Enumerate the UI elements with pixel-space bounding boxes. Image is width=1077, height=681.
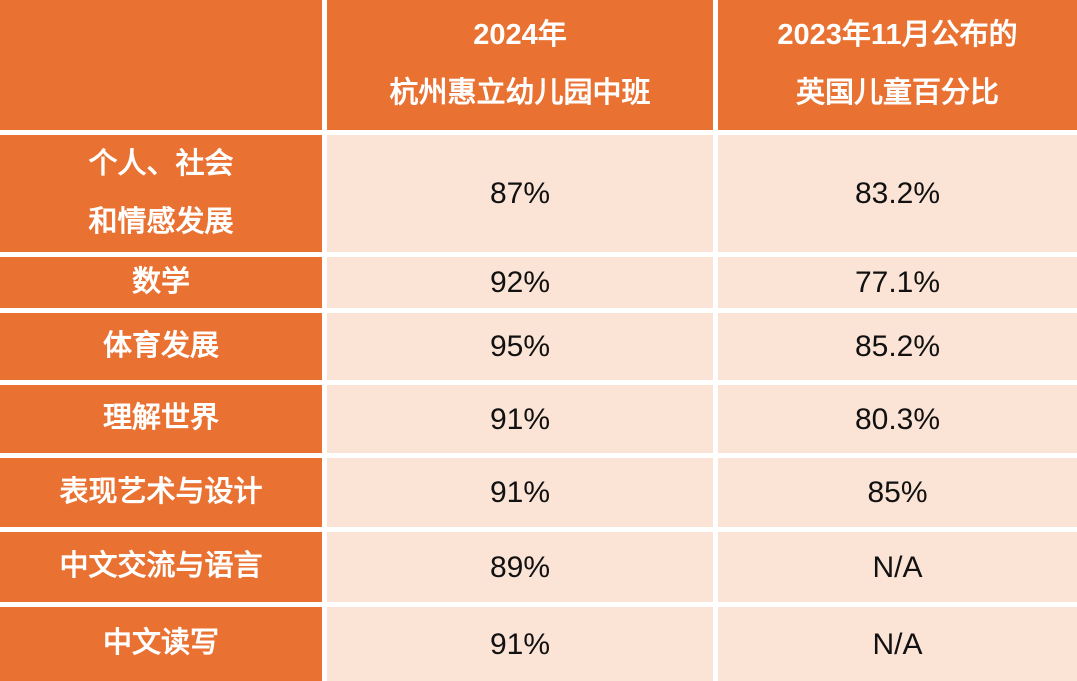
value-chinese-literacy-huili: 91% — [327, 607, 713, 681]
row-label-chinese-language: 中文交流与语言 — [0, 532, 322, 602]
row-label-math: 数学 — [0, 257, 322, 308]
row-label-chinese-literacy: 中文读写 — [0, 607, 322, 681]
row-label-psed-line1: 个人、社会 — [88, 147, 234, 180]
row-label-text: 表现艺术与设计 — [59, 475, 263, 508]
row-label-psed-line2: 和情感发展 — [88, 205, 234, 238]
value-text: 91% — [489, 627, 551, 661]
value-text: N/A — [872, 550, 923, 584]
row-label-text: 理解世界 — [102, 402, 219, 435]
header-huili-line2: 杭州惠立幼儿园中班 — [389, 77, 651, 109]
row-label-text: 体育发展 — [102, 329, 219, 362]
value-arts-uk: 85% — [718, 458, 1077, 527]
header-cell-huili-2024: 2024年 杭州惠立幼儿园中班 — [327, 0, 713, 130]
row-label-text: 数学 — [131, 265, 190, 298]
value-text: 92% — [489, 266, 551, 299]
value-text: 85% — [867, 476, 928, 509]
value-text: 89% — [489, 550, 551, 584]
row-label-world: 理解世界 — [0, 385, 322, 453]
value-psed-uk: 83.2% — [718, 135, 1077, 252]
value-text: 95% — [489, 330, 551, 363]
row-label-text: 中文读写 — [102, 627, 219, 660]
value-math-uk: 77.1% — [718, 257, 1077, 308]
value-chinese-literacy-uk: N/A — [718, 607, 1077, 681]
row-label-text: 中文交流与语言 — [59, 550, 263, 583]
value-world-uk: 80.3% — [718, 385, 1077, 453]
value-math-huili: 92% — [327, 257, 713, 308]
row-label-psed: 个人、社会 和情感发展 — [0, 135, 322, 252]
header-cell-uk-2023: 2023年11月公布的 英国儿童百分比 — [718, 0, 1077, 130]
value-arts-huili: 91% — [327, 458, 713, 527]
header-uk-line2: 英国儿童百分比 — [795, 77, 999, 109]
value-text: 91% — [489, 402, 551, 436]
value-text: 91% — [489, 476, 551, 509]
value-psed-huili: 87% — [327, 135, 713, 252]
value-text: 80.3% — [854, 402, 941, 436]
header-uk-line1: 2023年11月公布的 — [777, 19, 1018, 52]
value-physical-uk: 85.2% — [718, 313, 1077, 380]
value-text: 77.1% — [854, 266, 941, 299]
value-text: 83.2% — [854, 177, 941, 210]
value-text: 85.2% — [854, 330, 941, 363]
row-label-arts: 表现艺术与设计 — [0, 458, 322, 527]
row-label-physical: 体育发展 — [0, 313, 322, 380]
value-text: 87% — [489, 177, 551, 210]
value-text: N/A — [872, 627, 923, 661]
header-cell-empty — [0, 0, 322, 130]
value-chinese-language-uk: N/A — [718, 532, 1077, 602]
header-huili-line1: 2024年 — [473, 19, 567, 52]
value-chinese-language-huili: 89% — [327, 532, 713, 602]
value-physical-huili: 95% — [327, 313, 713, 380]
value-world-huili: 91% — [327, 385, 713, 453]
